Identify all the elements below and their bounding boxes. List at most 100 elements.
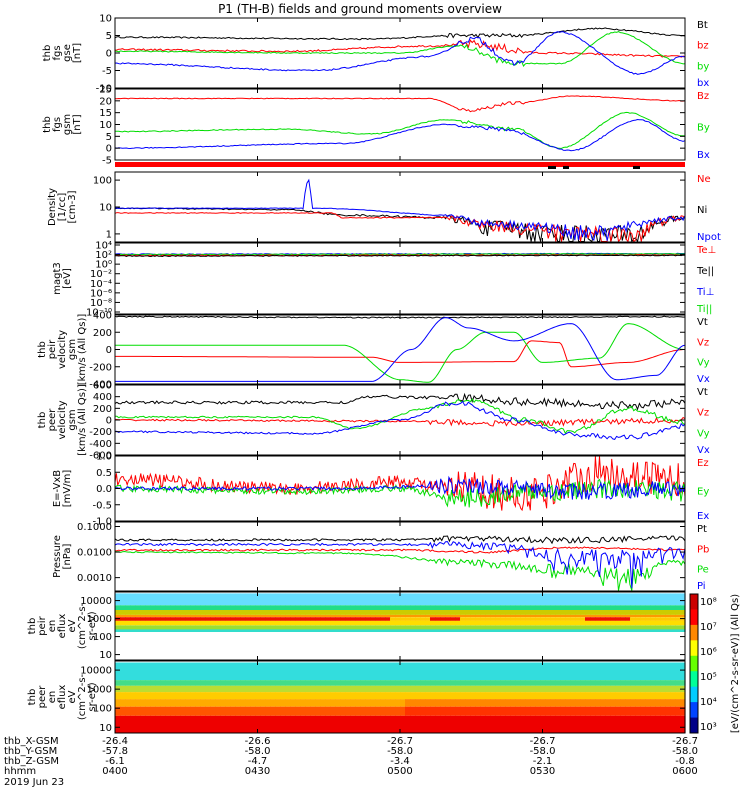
spectrogram-cell: [175, 614, 181, 618]
spectrogram-cell: [210, 620, 216, 626]
spectrogram-cell: [595, 715, 601, 733]
spectrogram-cell: [320, 706, 326, 716]
spectrogram-cell: [360, 706, 366, 716]
spectrogram-cell: [635, 605, 641, 610]
spectrogram-cell: [525, 593, 531, 606]
y-tick-label: 200: [93, 328, 112, 339]
spectrogram-cell: [525, 699, 531, 707]
spectrogram-cell: [250, 662, 256, 680]
x-axis-value: -58.0: [672, 746, 698, 757]
spectrogram-cell: [605, 680, 611, 686]
spectrogram-cell: [580, 620, 586, 626]
spectrogram-cell: [365, 593, 371, 606]
spectrogram-cell: [300, 699, 306, 707]
spectrogram-cell: [295, 593, 301, 606]
spectrogram-cell: [140, 715, 146, 733]
spectrogram-cell: [605, 625, 611, 630]
spectrogram-cell: [670, 706, 676, 716]
spectrogram-cell: [665, 715, 671, 733]
spectrogram-cell: [140, 617, 146, 621]
spectrogram-cell: [425, 605, 431, 610]
spectrogram-cell: [535, 614, 541, 618]
spectrogram-cell: [385, 680, 391, 686]
y-axis-label: (cm^2-s-: [77, 673, 88, 720]
spectrogram-cell: [415, 605, 421, 610]
spectrogram-cell: [115, 593, 121, 606]
spectrogram-cell: [255, 662, 261, 680]
spectrogram-cell: [570, 699, 576, 707]
spectrogram-cell: [515, 593, 521, 606]
spectrogram-cell: [650, 662, 656, 680]
colorbar-segment: [690, 717, 698, 734]
spectrogram-cell: [440, 632, 446, 660]
spectrogram-cell: [655, 617, 661, 621]
spectrogram-cell: [215, 662, 221, 680]
spectrogram-cell: [125, 593, 131, 606]
spectrogram-cell: [660, 715, 666, 733]
spectrogram-cell: [240, 680, 246, 686]
y-axis-label: sr-eV): [87, 682, 98, 711]
spectrogram-cell: [600, 620, 606, 626]
spectrogram-cell: [285, 629, 291, 632]
spectrogram-cell: [445, 715, 451, 733]
ne-line: [114, 212, 686, 243]
spectrogram-cell: [325, 685, 331, 693]
spectrogram-cell: [470, 625, 476, 630]
spectrogram-cell: [320, 614, 326, 618]
spectrogram-cell: [505, 685, 511, 693]
spectrogram-cell: [310, 625, 316, 630]
spectrogram-cell: [320, 610, 326, 615]
spectrogram-cell: [125, 680, 131, 686]
spectrogram-cell: [145, 614, 151, 618]
spectrogram-cell: [375, 692, 381, 700]
spectrogram-cell: [355, 629, 361, 632]
spectrogram-cell: [555, 685, 561, 693]
spectrogram-cell: [395, 593, 401, 606]
spectrogram-cell: [620, 614, 626, 618]
spectrogram-cell: [450, 593, 456, 606]
spectrogram-cell: [135, 625, 141, 630]
spectrogram-cell: [255, 610, 261, 615]
spectrogram-cell: [360, 685, 366, 693]
spectrogram-cell: [480, 715, 486, 733]
spectrogram-cell: [395, 706, 401, 716]
spectrogram-cell: [290, 617, 296, 621]
spectrogram-cell: [120, 610, 126, 615]
spectrogram-cell: [220, 685, 226, 693]
spectrogram-cell: [235, 614, 241, 618]
spectrogram-cell: [620, 610, 626, 615]
spectrogram-cell: [150, 610, 156, 615]
spectrogram-cell: [395, 692, 401, 700]
spectrogram-cell: [295, 680, 301, 686]
spectrogram-cell: [490, 692, 496, 700]
spectrogram-cell: [335, 692, 341, 700]
spectrogram-cell: [575, 632, 581, 660]
spectrogram-cell: [150, 614, 156, 618]
spectrogram-cell: [295, 706, 301, 716]
spectrogram-cell: [630, 614, 636, 618]
spectrogram-cell: [460, 662, 466, 680]
spectrogram-cell: [610, 685, 616, 693]
spectrogram-cell: [250, 715, 256, 733]
legend-entry: Vx: [697, 374, 710, 385]
spectrogram-cell: [445, 625, 451, 630]
spectrogram-cell: [150, 680, 156, 686]
spectrogram-cell: [245, 699, 251, 707]
spectrogram-cell: [130, 629, 136, 632]
spectrogram-cell: [540, 680, 546, 686]
y-axis-label: peir: [47, 339, 58, 359]
spectrogram-cell: [235, 680, 241, 686]
spectrogram-cell: [585, 699, 591, 707]
spectrogram-cell: [580, 610, 586, 615]
spectrogram-cell: [355, 610, 361, 615]
spectrogram-cell: [165, 662, 171, 680]
spectrogram-cell: [170, 610, 176, 615]
x-axis-value: -58.0: [245, 746, 271, 757]
spectrogram-cell: [410, 610, 416, 615]
spectrogram-cell: [605, 706, 611, 716]
y-axis-label: fgs: [52, 45, 63, 60]
spectrogram-cell: [615, 685, 621, 693]
spectrogram-cell: [540, 699, 546, 707]
spectrogram-cell: [195, 593, 201, 606]
spectrogram-cell: [235, 632, 241, 660]
